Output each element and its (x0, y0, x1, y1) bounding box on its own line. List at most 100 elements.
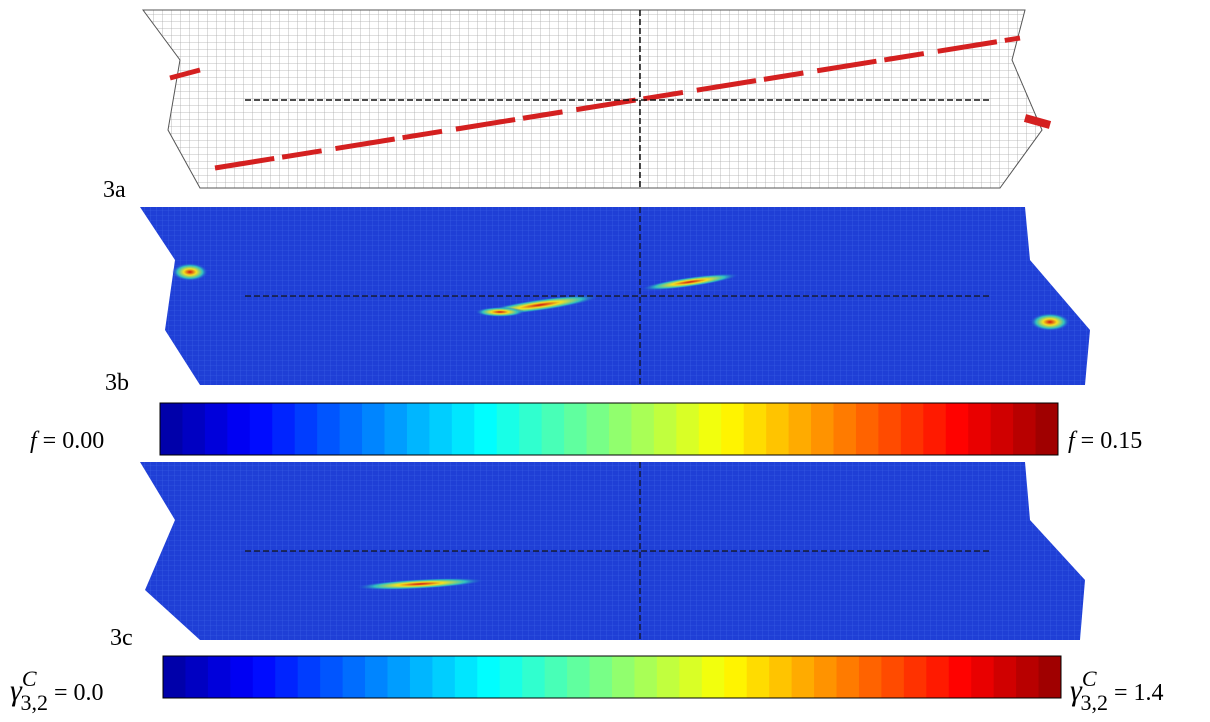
colorbar-step (587, 403, 610, 455)
colorbar-step (253, 656, 276, 698)
colorbar-step (340, 403, 363, 455)
colorbar-step (208, 656, 231, 698)
min-text: = 0.0 (54, 680, 104, 706)
colorbar-step (365, 656, 388, 698)
panel-label: 3c (110, 625, 133, 651)
colorbar-step (991, 403, 1014, 455)
colorbar-step (834, 403, 857, 455)
colorbar-step (634, 656, 657, 698)
colorbar-step (901, 403, 924, 455)
colorbar-step (676, 403, 699, 455)
colorbar-step (881, 656, 904, 698)
colorbar-step (769, 656, 792, 698)
page: {"panels": [{"label": "3a"}, {"label": "… (0, 0, 1210, 722)
colorbar-step (702, 656, 725, 698)
colorbar-step (971, 656, 994, 698)
colorbar-step (474, 403, 497, 455)
colorbar-step (477, 656, 500, 698)
superscript: C (1082, 666, 1097, 691)
symbol: f (1068, 428, 1078, 454)
colorbar-step (657, 656, 680, 698)
colorbar-step (567, 656, 590, 698)
colorbar-step (699, 403, 722, 455)
colorbar-step (432, 656, 455, 698)
colorbar-step (564, 403, 587, 455)
colorbar-step (946, 403, 969, 455)
colorbar-step (1036, 403, 1059, 455)
colorbar-step (295, 403, 318, 455)
colorbar-step (837, 656, 860, 698)
colorbar-step (994, 656, 1017, 698)
colorbar-step (744, 403, 767, 455)
min-text: = 0.00 (43, 428, 105, 454)
colorbar-step (275, 656, 298, 698)
colorbar-step (407, 403, 430, 455)
colorbar-step (923, 403, 946, 455)
colorbar-step (205, 403, 228, 455)
colorbar-step (500, 656, 523, 698)
colorbar-step (612, 656, 635, 698)
colorbar-step (455, 656, 478, 698)
colorbar-step (631, 403, 654, 455)
colorbar-step (272, 403, 295, 455)
colorbar-step (362, 403, 385, 455)
colorbar-step (878, 403, 901, 455)
colorbar-step (388, 656, 411, 698)
max-text: = 1.4 (1114, 680, 1164, 706)
colorbar-step (522, 656, 545, 698)
subscript: 3,2 (21, 690, 49, 715)
colorbar-step (1013, 403, 1036, 455)
colorbar-step (182, 403, 205, 455)
colorbar-step (856, 403, 879, 455)
colorbar (163, 656, 1062, 698)
colorbar-step (789, 403, 812, 455)
colorbar-step (654, 403, 677, 455)
colorbar-step (298, 656, 321, 698)
symbol: f (30, 428, 40, 454)
colorbar (160, 403, 1059, 455)
colorbar-step (792, 656, 815, 698)
colorbar-step (1039, 656, 1062, 698)
colorbar-step (609, 403, 632, 455)
colorbar-step (766, 403, 789, 455)
subscript: 3,2 (1081, 690, 1109, 715)
colorbar-step (679, 656, 702, 698)
colorbar-step (410, 656, 433, 698)
colorbar-step (320, 656, 343, 698)
colorbar-step (385, 403, 408, 455)
colorbar-step (859, 656, 882, 698)
colorbar-step (163, 656, 186, 698)
colorbar-step (230, 656, 253, 698)
colorbar-step (185, 656, 208, 698)
colorbar-step (904, 656, 927, 698)
colorbar-step (160, 403, 183, 455)
colorbar-step (429, 403, 452, 455)
colorbar-step (814, 656, 837, 698)
figure: 3a 3b f = 0.00 f = 0.15 3c γC3,2= 0.0 γC… (0, 0, 1210, 722)
colorbar-step (497, 403, 520, 455)
colorbar-step (926, 656, 949, 698)
mesh-panel-a (143, 10, 1050, 188)
max-text: = 0.15 (1081, 428, 1143, 454)
colorbar-step (968, 403, 991, 455)
colorbar-step (747, 656, 770, 698)
colorbar-step (519, 403, 542, 455)
superscript: C (22, 666, 37, 691)
colorbar-step (545, 656, 568, 698)
colorbar-step (724, 656, 747, 698)
colorbar-step (721, 403, 744, 455)
colorbar-step (343, 656, 366, 698)
colorbar-step (949, 656, 972, 698)
colorbar-min-label: f = 0.00 (30, 428, 104, 454)
colorbar-step (1016, 656, 1039, 698)
panel-label: 3a (103, 177, 126, 203)
mesh-panel-b (140, 207, 1090, 385)
colorbar-step (452, 403, 475, 455)
colorbar-step (250, 403, 273, 455)
mesh-panel-c (140, 462, 1085, 640)
colorbar-step (317, 403, 340, 455)
colorbar-max-label: f = 0.15 (1068, 428, 1142, 454)
colorbar-step (227, 403, 250, 455)
